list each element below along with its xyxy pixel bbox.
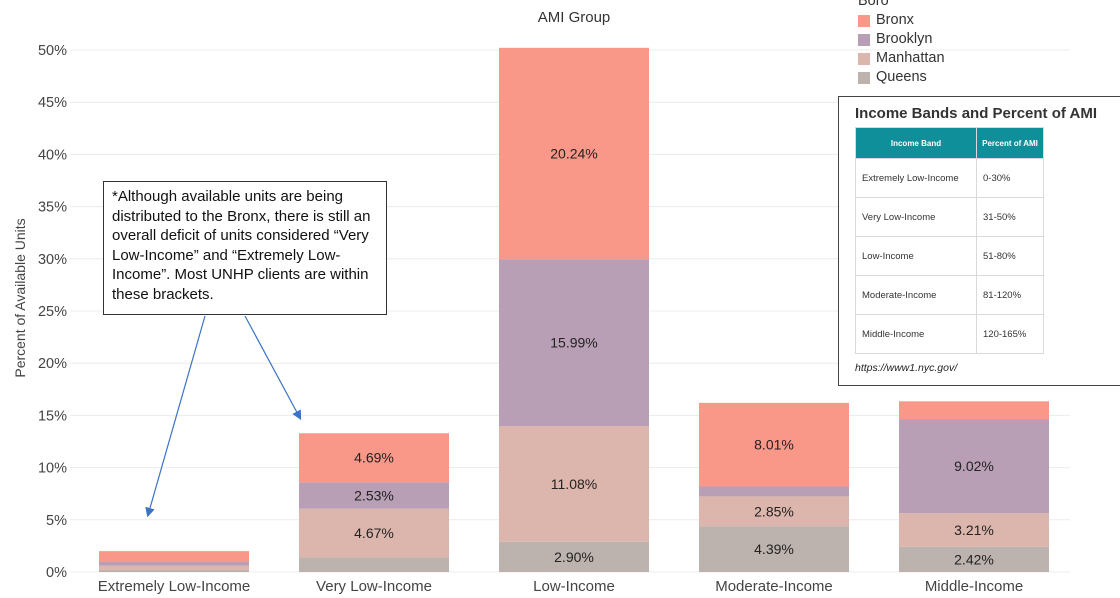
bar-queens [899,546,1049,572]
table-header-income-band: Income Band [855,127,977,159]
callout-arrows [145,315,302,518]
bar-manhattan [299,508,449,558]
bar-queens [499,541,649,572]
bar-manhattan [499,426,649,542]
callout-note: *Although available units are being dist… [103,181,387,315]
callout-text: *Although available units are being dist… [112,188,371,303]
data-label: 4.69% [354,450,394,466]
y-tick-label: 30% [38,252,67,268]
legend-swatch [858,14,870,27]
callout-arrow-extremely-low [145,315,206,518]
y-tick-label: 40% [38,147,67,163]
income-band-cell: Moderate-Income [855,275,977,315]
bar-manhattan [899,513,1049,547]
legend-label: Bronx [876,12,914,28]
data-label: 15.99% [550,335,597,351]
legend-swatch [858,52,870,65]
bar-brooklyn [699,486,849,497]
percent-ami-cell: 31-50% [976,197,1044,237]
legend-label: Brooklyn [876,31,933,47]
bar-bronx [299,433,449,483]
y-tick-label: 35% [38,200,67,216]
income-band-cell: Low-Income [855,236,977,276]
percent-ami-cell: 0-30% [976,158,1044,198]
y-axis-label: Percent of Available Units [12,218,28,377]
callout-arrow-very-low [244,315,302,421]
data-label: 3.21% [954,522,994,538]
chart-title: AMI Group [538,9,611,26]
legend-swatch [858,33,870,46]
data-label: 4.67% [354,525,394,541]
bar-brooklyn [99,561,249,566]
bar-bronx [99,551,249,562]
legend-item-queens: Queens [858,68,945,87]
income-bands-inset: Income Bands and Percent of AMI Income B… [838,96,1120,386]
data-label: 11.08% [551,476,597,492]
bar-bronx [699,402,849,487]
legend-item-manhattan: Manhattan [858,49,945,68]
bar-brooklyn [899,419,1049,514]
table-row: Low-Income 51-80% [855,236,1044,276]
income-band-cell: Very Low-Income [855,197,977,237]
income-band-cell: Extremely Low-Income [855,158,977,198]
x-tick-label: Extremely Low-Income [98,578,251,595]
y-tick-label: 5% [46,513,67,529]
x-tick-label: Low-Income [533,578,615,595]
income-bands-table: Income Band Percent of AMI Extremely Low… [855,127,1044,354]
data-label: 8.01% [754,437,794,453]
legend: Boro Bronx Brooklyn Manhattan Queens [858,0,945,87]
percent-ami-cell: 81-120% [976,275,1044,315]
data-label: 2.53% [354,487,394,503]
y-tick-label: 10% [38,461,67,477]
bar-manhattan [699,496,849,527]
x-axis-ticks: Extremely Low-Income Very Low-Income Low-I… [98,578,1023,595]
y-tick-label: 0% [46,565,67,581]
inset-title: Income Bands and Percent of AMI [855,105,1097,122]
data-label: 2.90% [554,549,594,565]
y-tick-label: 25% [38,304,67,320]
data-labels: 2.90% 4.39% 2.42% 4.67% 11.08% 2.85% 3.21% 2.53… [354,145,994,567]
table-row: Extremely Low-Income 0-30% [855,158,1044,198]
legend-item-brooklyn: Brooklyn [858,30,945,49]
legend-item-bronx: Bronx [858,11,945,30]
income-band-cell: Middle-Income [855,314,977,354]
bar-bronx [899,401,1049,420]
y-tick-label: 45% [38,95,67,111]
bar-queens [699,526,849,572]
bar-brooklyn [299,482,449,509]
data-label: 2.85% [754,503,794,519]
legend-label: Manhattan [876,50,945,66]
bar-queens [99,569,249,572]
data-label: 9.02% [954,458,994,474]
y-tick-label: 20% [38,356,67,372]
percent-ami-cell: 51-80% [976,236,1044,276]
table-row: Very Low-Income 31-50% [855,197,1044,237]
bar-brooklyn [499,259,649,427]
legend-title: Boro [858,0,889,9]
data-label: 4.39% [754,541,794,557]
y-axis-ticks: 0% 5% 10% 15% 20% 25% 30% 35% 40% 45% 50% [38,43,67,581]
bar-queens [299,557,449,572]
bars [99,47,1049,572]
source-note: https://www1.nyc.gov/ [855,362,958,374]
data-label: 2.42% [954,551,994,567]
legend-label: Queens [876,69,927,85]
table-header-percent-ami: Percent of AMI [976,127,1044,159]
percent-ami-cell: 120-165% [976,314,1044,354]
table-row: Moderate-Income 81-120% [855,275,1044,315]
bar-manhattan [99,565,249,570]
x-tick-label: Moderate-Income [715,578,833,595]
data-label: 20.24% [550,145,597,161]
bar-bronx [499,47,649,260]
y-tick-label: 15% [38,408,67,424]
legend-swatch [858,71,870,84]
x-tick-label: Very Low-Income [316,578,432,595]
x-tick-label: Middle-Income [925,578,1023,595]
y-tick-label: 50% [38,43,67,59]
table-row: Middle-Income 120-165% [855,314,1044,354]
